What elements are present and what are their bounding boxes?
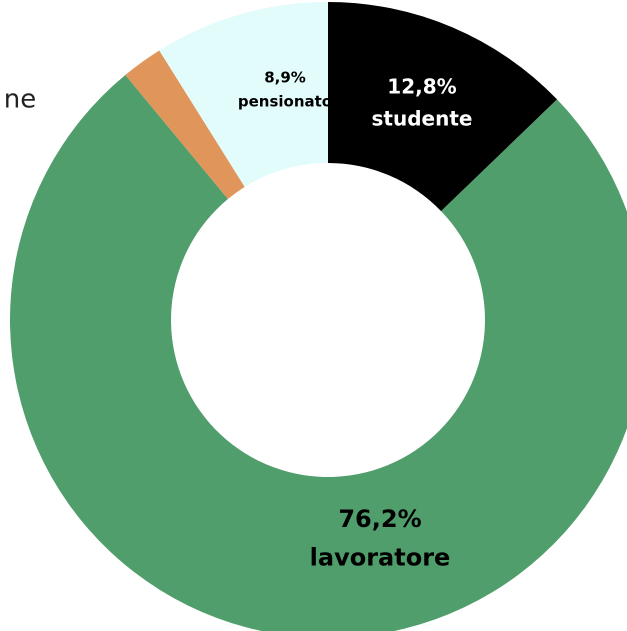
category-label: lavoratore xyxy=(310,543,451,571)
category-label: pensionato xyxy=(238,93,332,111)
donut-slice xyxy=(10,74,627,631)
annotation: ne xyxy=(4,85,36,115)
value-label: 12,8% xyxy=(387,75,456,99)
category-label: studente xyxy=(372,107,473,131)
donut-slice xyxy=(125,50,245,200)
value-label: 76,2% xyxy=(338,505,421,533)
donut-slice xyxy=(328,2,558,212)
donut-slice xyxy=(159,1,328,187)
value-label: 8,9% xyxy=(264,69,306,87)
